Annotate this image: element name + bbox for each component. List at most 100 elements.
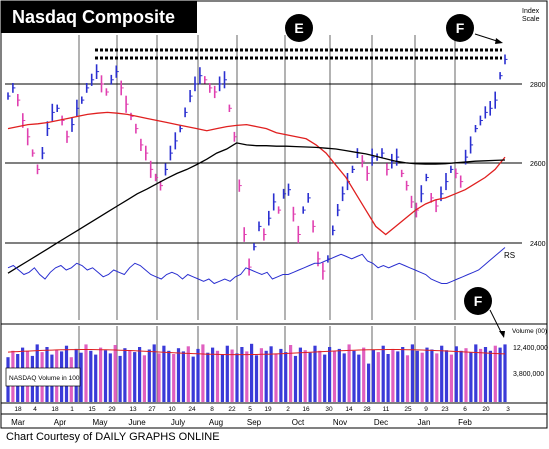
volume-bar	[142, 355, 146, 402]
volume-bar	[376, 352, 380, 402]
volume-bar	[289, 345, 293, 402]
volume-bar	[410, 344, 414, 402]
month-tick-label: Feb	[458, 418, 472, 427]
volume-bar	[118, 355, 122, 402]
price-bars	[7, 54, 508, 280]
rs-label: RS	[504, 251, 515, 260]
marker-e-label: E	[294, 20, 303, 36]
volume-moving-average	[7, 349, 506, 356]
volume-bar	[328, 347, 332, 402]
volume-bar	[230, 349, 234, 402]
volume-bar	[133, 352, 137, 402]
marker-f-volume: F	[464, 287, 505, 338]
volume-bar	[254, 355, 259, 402]
month-tick-labels: Mar Apr May June July Aug Sep Oct Nov Dec Jan Feb	[11, 418, 472, 427]
volume-tick-high: 12,400,000	[513, 345, 548, 352]
month-tick-label: Sep	[247, 418, 262, 427]
index-scale-label-1: Index	[522, 8, 540, 15]
volume-bar	[449, 354, 453, 402]
day-tick-label: 14	[345, 406, 353, 413]
marker-f-price: F	[446, 14, 503, 44]
rs-line	[7, 247, 506, 285]
volume-bar	[459, 350, 463, 402]
volume-bar	[94, 354, 98, 402]
volume-bar	[469, 352, 473, 402]
volume-bar	[172, 354, 176, 402]
moving-average-red-line	[7, 111, 506, 236]
volume-bar	[84, 344, 88, 402]
volume-bar	[425, 347, 429, 402]
volume-bar	[103, 350, 108, 402]
y-tick-2800: 2800	[530, 82, 546, 89]
chart-credit: Chart Courtesy of DAILY GRAPHS ONLINE	[6, 431, 220, 443]
volume-bar	[147, 349, 151, 402]
volume-bar	[323, 354, 327, 402]
volume-bar	[279, 348, 283, 402]
volume-bar	[444, 350, 449, 402]
volume-bar	[79, 352, 83, 402]
volume-bar	[386, 354, 390, 402]
volume-bar	[108, 353, 112, 402]
day-tick-label: 22	[228, 406, 236, 413]
volume-bar	[181, 351, 185, 402]
volume-bar	[99, 347, 103, 402]
volume-bar	[464, 348, 468, 402]
volume-bar	[430, 349, 434, 402]
month-tick-label: July	[171, 418, 185, 427]
day-tick-label: 20	[482, 406, 490, 413]
marker-f-price-arrowhead	[495, 38, 503, 44]
volume-bar	[440, 345, 444, 402]
month-tick-label: June	[128, 418, 146, 427]
index-scale-label-2: Scale	[522, 16, 540, 23]
volume-bar	[259, 348, 263, 402]
marker-f-volume-arrowhead	[499, 331, 505, 338]
volume-bar	[152, 344, 156, 402]
day-tick-label: 8	[210, 406, 214, 413]
day-tick-label: 16	[302, 406, 310, 413]
volume-bar	[293, 355, 298, 402]
volume-bar	[250, 343, 254, 402]
volume-bar	[503, 344, 507, 402]
volume-bar	[240, 347, 244, 402]
volume-bar	[167, 350, 171, 402]
day-tick-label: 6	[463, 406, 467, 413]
volume-tick-low: 3,800,000	[513, 371, 544, 378]
volume-bar	[401, 347, 405, 402]
volume-bar	[367, 363, 371, 402]
volume-bar	[479, 348, 483, 402]
volume-bar	[196, 348, 200, 402]
volume-bar	[220, 354, 224, 402]
volume-axis-label: Volume (00)	[512, 328, 547, 335]
day-tick-labels: 18 4 18 1 15 29 13 27 10 24 8 22 5 19 2 16 30 14 28 11 25 9 23…	[14, 406, 510, 413]
volume-bar	[352, 350, 356, 402]
month-tick-label: Mar	[11, 418, 25, 427]
marker-e: E	[285, 14, 313, 42]
day-tick-label: 5	[248, 406, 252, 413]
day-tick-label: 19	[264, 406, 272, 413]
volume-bar	[264, 350, 268, 402]
day-tick-label: 2	[286, 406, 290, 413]
day-tick-label: 4	[33, 406, 37, 413]
volume-bar	[342, 353, 346, 402]
day-tick-label: 1	[70, 406, 74, 413]
volume-bar	[371, 349, 375, 402]
month-tick-label: Nov	[333, 418, 347, 427]
volume-bar	[113, 345, 117, 402]
day-tick-label: 29	[108, 406, 116, 413]
marker-f-price-label: F	[456, 20, 465, 36]
marker-f-volume-label: F	[474, 293, 483, 309]
volume-bar	[274, 354, 278, 402]
volume-bar	[162, 345, 166, 402]
volume-bar	[303, 350, 307, 402]
day-tick-label: 11	[383, 406, 390, 413]
day-tick-label: 18	[51, 406, 59, 413]
day-tick-label: 3	[506, 406, 510, 413]
volume-bar	[215, 350, 220, 402]
volume-bar	[498, 347, 502, 402]
volume-bar	[381, 345, 385, 402]
month-tick-label: Apr	[54, 418, 67, 427]
volume-bar	[201, 344, 205, 402]
volume-bar	[191, 356, 195, 402]
price-panel: RS	[5, 35, 522, 320]
